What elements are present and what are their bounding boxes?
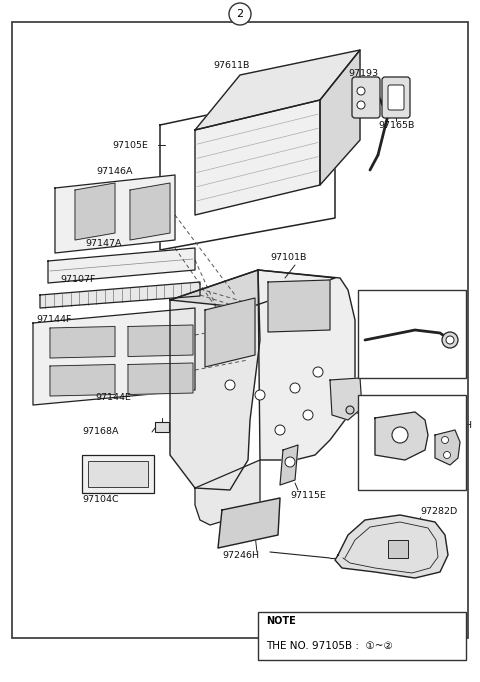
Text: 97614H: 97614H bbox=[435, 421, 472, 430]
Circle shape bbox=[285, 457, 295, 467]
Text: 61754: 61754 bbox=[435, 308, 465, 316]
Text: THE NO. 97105B :  ①~②: THE NO. 97105B : ①~② bbox=[266, 641, 393, 651]
Polygon shape bbox=[50, 327, 115, 358]
Text: 97168A: 97168A bbox=[82, 428, 119, 436]
Polygon shape bbox=[40, 282, 200, 308]
Bar bbox=[258, 612, 466, 660]
Text: 97115E: 97115E bbox=[290, 490, 326, 499]
Polygon shape bbox=[218, 498, 280, 548]
Bar bbox=[88, 461, 148, 487]
Text: 97107F: 97107F bbox=[60, 274, 96, 284]
Circle shape bbox=[255, 390, 265, 400]
Bar bbox=[82, 455, 154, 493]
Text: 97105E: 97105E bbox=[112, 140, 148, 149]
Circle shape bbox=[313, 367, 323, 377]
Text: 97149E: 97149E bbox=[360, 404, 396, 413]
Text: 97149E: 97149E bbox=[360, 398, 396, 408]
Polygon shape bbox=[320, 50, 360, 185]
Polygon shape bbox=[258, 270, 355, 460]
Text: 97193: 97193 bbox=[348, 68, 378, 78]
Polygon shape bbox=[195, 50, 360, 130]
Polygon shape bbox=[195, 460, 260, 525]
Text: 97282D: 97282D bbox=[420, 507, 457, 516]
Polygon shape bbox=[280, 445, 298, 485]
Polygon shape bbox=[435, 430, 460, 465]
Circle shape bbox=[303, 410, 313, 420]
Bar bbox=[388, 540, 408, 558]
Polygon shape bbox=[335, 515, 448, 578]
FancyBboxPatch shape bbox=[382, 77, 410, 118]
Text: 97144F: 97144F bbox=[36, 316, 72, 325]
Circle shape bbox=[229, 3, 251, 25]
Circle shape bbox=[444, 451, 451, 458]
Polygon shape bbox=[33, 308, 195, 405]
Text: 97257F: 97257F bbox=[390, 404, 425, 413]
Polygon shape bbox=[170, 270, 260, 490]
Polygon shape bbox=[128, 325, 193, 357]
Circle shape bbox=[442, 436, 448, 443]
Circle shape bbox=[225, 380, 235, 390]
Polygon shape bbox=[128, 363, 193, 394]
Circle shape bbox=[346, 406, 354, 414]
Bar bbox=[358, 395, 466, 490]
Polygon shape bbox=[268, 280, 330, 332]
Circle shape bbox=[392, 427, 408, 443]
Polygon shape bbox=[330, 378, 362, 420]
Bar bbox=[358, 290, 466, 378]
Circle shape bbox=[275, 425, 285, 435]
Circle shape bbox=[442, 332, 458, 348]
Polygon shape bbox=[55, 175, 175, 253]
Polygon shape bbox=[130, 183, 170, 240]
Text: 97147A: 97147A bbox=[85, 239, 121, 248]
Polygon shape bbox=[170, 270, 335, 308]
Circle shape bbox=[290, 383, 300, 393]
Text: 97611B: 97611B bbox=[213, 61, 250, 70]
Text: 97144E: 97144E bbox=[95, 394, 131, 402]
Text: 97104C: 97104C bbox=[82, 496, 119, 505]
Text: NOTE: NOTE bbox=[266, 616, 296, 626]
Text: 97165B: 97165B bbox=[378, 121, 414, 130]
FancyBboxPatch shape bbox=[352, 77, 380, 118]
Circle shape bbox=[446, 336, 454, 344]
Polygon shape bbox=[48, 248, 195, 283]
Bar bbox=[155, 422, 169, 432]
Polygon shape bbox=[195, 100, 320, 215]
Circle shape bbox=[357, 101, 365, 109]
Circle shape bbox=[357, 87, 365, 95]
Polygon shape bbox=[50, 364, 115, 396]
Text: 2: 2 bbox=[237, 9, 243, 19]
Text: 97218G: 97218G bbox=[400, 469, 437, 477]
Polygon shape bbox=[375, 412, 428, 460]
Text: 97146A: 97146A bbox=[96, 168, 132, 177]
Polygon shape bbox=[75, 183, 115, 240]
Polygon shape bbox=[205, 298, 255, 367]
Text: 97149B: 97149B bbox=[365, 318, 401, 327]
Text: 97246H: 97246H bbox=[222, 550, 259, 559]
Text: 97236L: 97236L bbox=[390, 293, 425, 303]
FancyBboxPatch shape bbox=[388, 85, 404, 110]
Text: 97101B: 97101B bbox=[270, 254, 306, 263]
